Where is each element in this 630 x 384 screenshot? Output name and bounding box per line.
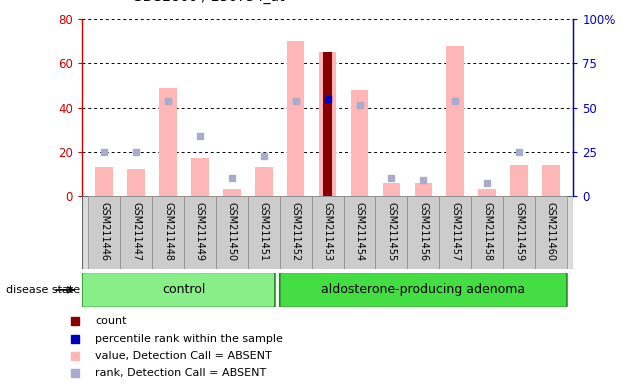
Bar — [447, 46, 464, 196]
Text: rank, Detection Call = ABSENT: rank, Detection Call = ABSENT — [96, 368, 266, 378]
Bar — [255, 167, 273, 196]
Text: aldosterone-producing adenoma: aldosterone-producing adenoma — [321, 283, 525, 296]
FancyBboxPatch shape — [280, 272, 567, 308]
Bar — [248, 196, 280, 269]
Text: GSM211457: GSM211457 — [450, 202, 461, 261]
Bar — [319, 52, 336, 196]
Bar — [478, 189, 496, 196]
Text: GSM211451: GSM211451 — [259, 202, 269, 261]
Bar — [375, 196, 408, 269]
Text: GSM211458: GSM211458 — [482, 202, 492, 261]
Text: GSM211456: GSM211456 — [418, 202, 428, 261]
Text: GSM211447: GSM211447 — [131, 202, 141, 261]
Bar — [408, 196, 439, 269]
Text: GSM211450: GSM211450 — [227, 202, 237, 261]
Text: GSM211448: GSM211448 — [163, 202, 173, 261]
Bar — [312, 196, 343, 269]
Bar — [351, 90, 369, 196]
Text: count: count — [96, 316, 127, 326]
Bar — [471, 196, 503, 269]
Bar — [127, 169, 145, 196]
Bar — [191, 158, 209, 196]
Bar — [280, 196, 312, 269]
Bar — [343, 196, 375, 269]
Text: percentile rank within the sample: percentile rank within the sample — [96, 334, 284, 344]
Bar — [152, 196, 184, 269]
Bar — [184, 196, 216, 269]
Bar — [382, 183, 400, 196]
Text: GSM211459: GSM211459 — [514, 202, 524, 261]
Text: GSM211449: GSM211449 — [195, 202, 205, 261]
Text: GSM211452: GSM211452 — [290, 202, 301, 261]
Bar — [159, 88, 177, 196]
Bar — [120, 196, 152, 269]
Text: disease state: disease state — [6, 285, 81, 295]
Bar — [216, 196, 248, 269]
Bar — [542, 165, 559, 196]
Bar — [415, 183, 432, 196]
Bar — [439, 196, 471, 269]
Text: value, Detection Call = ABSENT: value, Detection Call = ABSENT — [96, 351, 272, 361]
Text: GSM211446: GSM211446 — [100, 202, 109, 261]
Bar — [323, 52, 332, 196]
Text: GSM211454: GSM211454 — [355, 202, 365, 261]
Bar — [223, 189, 241, 196]
Text: GSM211453: GSM211453 — [323, 202, 333, 261]
Text: GDS2860 / 236754_at: GDS2860 / 236754_at — [132, 0, 285, 4]
Text: control: control — [163, 283, 206, 296]
Bar — [88, 196, 120, 269]
Bar — [503, 196, 535, 269]
Text: GSM211455: GSM211455 — [386, 202, 396, 261]
Bar — [96, 167, 113, 196]
Text: GSM211460: GSM211460 — [546, 202, 556, 261]
Bar — [535, 196, 567, 269]
FancyBboxPatch shape — [82, 272, 275, 308]
Bar — [287, 41, 304, 196]
Bar — [510, 165, 528, 196]
